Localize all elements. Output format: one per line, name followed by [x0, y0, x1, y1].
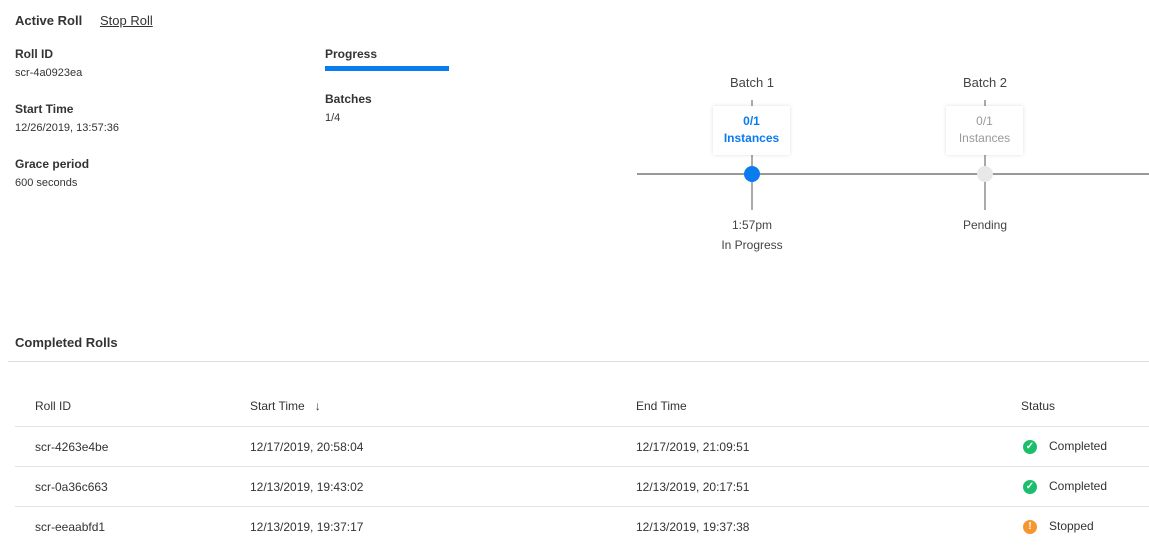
- batch-2-status: Pending: [962, 218, 1008, 232]
- roll-id: scr-0a36c663: [35, 480, 108, 494]
- start-time: 12/13/2019, 19:43:02: [250, 480, 364, 494]
- progress-label: Progress: [325, 47, 378, 61]
- divider: [8, 361, 1149, 362]
- end-time: 12/13/2019, 19:37:38: [636, 520, 750, 534]
- start-time: 12/13/2019, 19:37:17: [250, 520, 364, 534]
- active-roll-title: Active Roll: [15, 13, 83, 28]
- batch-1-marker[interactable]: [744, 166, 760, 182]
- progress-bar: [325, 66, 449, 71]
- sort-arrow-down-icon: ↓: [314, 399, 321, 413]
- batch-2-count: 0/1: [976, 114, 993, 128]
- roll-id: scr-eeaabfd1: [35, 520, 106, 534]
- col-end-time[interactable]: End Time: [636, 399, 687, 413]
- timeline-axis: [637, 173, 1149, 175]
- batch-2-name: Batch 2: [962, 75, 1008, 90]
- table-header: Roll ID Start Time ↓ End Time Status: [0, 386, 1149, 426]
- batch-1-stem: [751, 100, 753, 210]
- start-time-value: 12/26/2019, 13:57:36: [15, 122, 119, 134]
- batch-2-stem: [984, 100, 986, 210]
- roll-id-value: scr-4a0923ea: [15, 67, 83, 79]
- col-start-time-label: Start Time: [250, 399, 305, 413]
- status-text: Completed: [1049, 479, 1108, 493]
- exclamation-circle-icon: !: [1023, 519, 1037, 534]
- batch-2-marker[interactable]: [977, 166, 993, 182]
- status: ✓ Completed: [1023, 479, 1107, 494]
- end-time: 12/13/2019, 20:17:51: [636, 480, 750, 494]
- batch-1-status: In Progress: [721, 238, 783, 252]
- batches-label: Batches: [325, 92, 372, 106]
- status: ✓ Completed: [1023, 439, 1107, 454]
- grace-period-value: 600 seconds: [15, 177, 78, 189]
- table-row[interactable]: scr-0a36c663 12/13/2019, 19:43:02 12/13/…: [15, 466, 1149, 507]
- batch-1-unit: Instances: [723, 131, 780, 145]
- col-status[interactable]: Status: [1021, 399, 1056, 413]
- col-start-time[interactable]: Start Time ↓: [250, 399, 321, 413]
- roll-id: scr-4263e4be: [35, 440, 109, 454]
- grace-period-label: Grace period: [15, 157, 90, 171]
- progress-fill: [325, 66, 449, 71]
- batch-1-time: 1:57pm: [731, 218, 773, 232]
- status-text: Completed: [1049, 439, 1108, 453]
- table-row[interactable]: scr-eeaabfd1 12/13/2019, 19:37:17 12/13/…: [15, 506, 1149, 547]
- check-circle-icon: ✓: [1023, 479, 1037, 494]
- completed-rolls-title: Completed Rolls: [15, 335, 118, 350]
- roll-id-label: Roll ID: [15, 47, 53, 61]
- start-time-label: Start Time: [15, 102, 74, 116]
- end-time: 12/17/2019, 21:09:51: [636, 440, 750, 454]
- batch-2-card[interactable]: 0/1 Instances: [946, 106, 1023, 155]
- table-row[interactable]: scr-4263e4be 12/17/2019, 20:58:04 12/17/…: [15, 426, 1149, 467]
- batch-2-unit: Instances: [958, 131, 1011, 145]
- start-time: 12/17/2019, 20:58:04: [250, 440, 364, 454]
- status: ! Stopped: [1023, 519, 1094, 534]
- stop-roll-link[interactable]: Stop Roll: [100, 13, 153, 28]
- status-text: Stopped: [1049, 519, 1094, 533]
- check-circle-icon: ✓: [1023, 439, 1037, 454]
- batches-value: 1/4: [325, 112, 341, 124]
- batch-1-name: Batch 1: [729, 75, 775, 90]
- batch-1-card[interactable]: 0/1 Instances: [713, 106, 790, 155]
- col-roll-id[interactable]: Roll ID: [35, 399, 72, 413]
- batch-1-count: 0/1: [743, 114, 760, 128]
